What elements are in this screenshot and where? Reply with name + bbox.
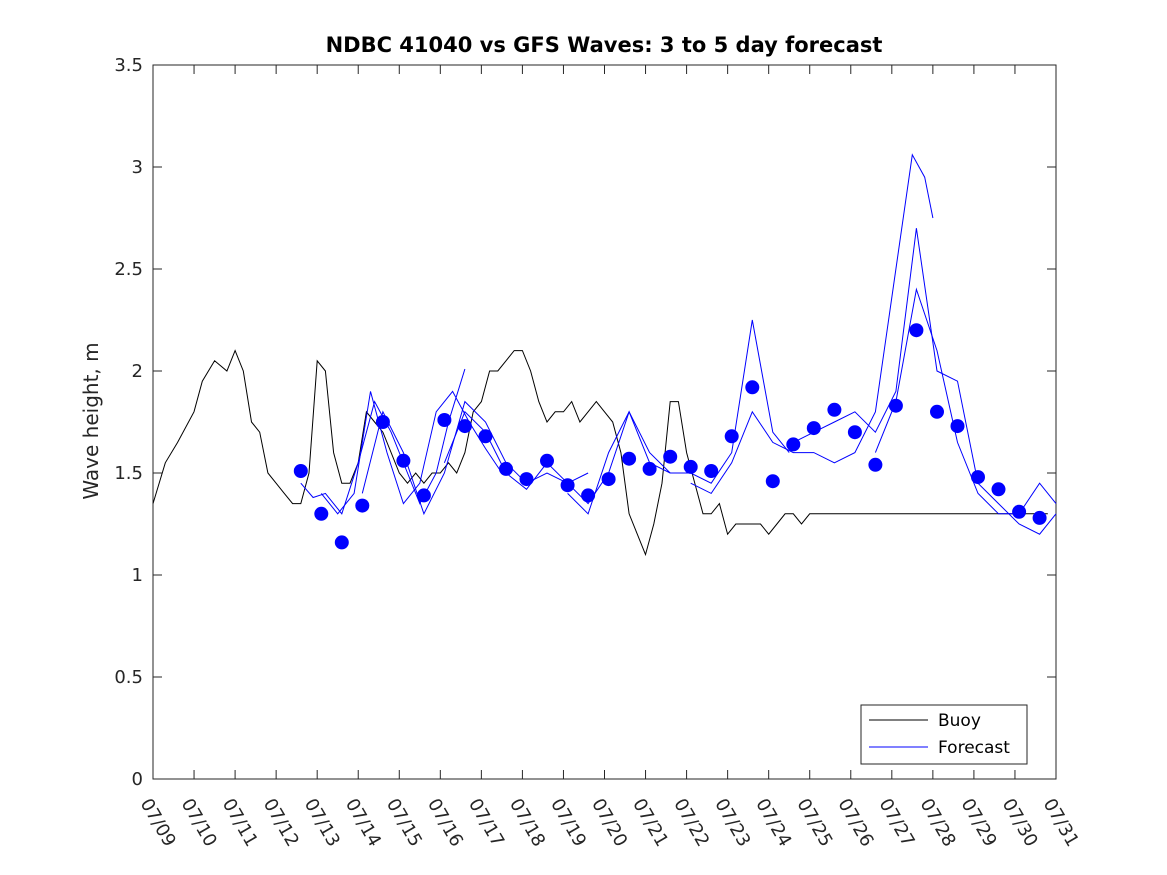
forecast-point bbox=[765, 474, 780, 489]
y-axis-label: Wave height, m bbox=[79, 342, 103, 499]
forecast-point bbox=[499, 461, 513, 476]
forecast-line bbox=[361, 400, 589, 516]
forecast-point bbox=[622, 451, 637, 466]
forecast-line bbox=[690, 153, 934, 495]
forecast-point bbox=[314, 506, 329, 521]
forecast-point bbox=[560, 478, 575, 493]
chart-title: NDBC 41040 vs GFS Waves: 3 to 5 day fore… bbox=[326, 33, 883, 57]
forecast-point bbox=[888, 398, 903, 413]
forecast-point bbox=[375, 415, 390, 429]
legend-label-buoy: Buoy bbox=[938, 711, 981, 731]
y-tick-label: 0 bbox=[132, 769, 143, 790]
forecast-point bbox=[950, 419, 965, 434]
forecast-point bbox=[806, 421, 821, 436]
forecast-point bbox=[601, 472, 616, 487]
forecast-point bbox=[457, 419, 472, 434]
forecast-point bbox=[971, 470, 985, 485]
y-tick-label: 1 bbox=[132, 565, 143, 586]
legend-label-forecast: Forecast bbox=[938, 738, 1010, 758]
forecast-point bbox=[868, 457, 883, 472]
forecast-point bbox=[334, 535, 349, 550]
forecast-point bbox=[786, 437, 801, 452]
forecast-point bbox=[355, 498, 370, 513]
forecast-point bbox=[437, 413, 452, 427]
forecast-point bbox=[683, 459, 698, 474]
forecast-point bbox=[847, 425, 862, 440]
forecast-point bbox=[416, 488, 431, 503]
y-tick-label: 3 bbox=[132, 157, 143, 178]
forecast-point bbox=[991, 482, 1006, 497]
forecast-point bbox=[909, 323, 924, 338]
forecast-point bbox=[642, 461, 657, 476]
legend-box bbox=[860, 704, 1028, 765]
forecast-line bbox=[443, 410, 671, 505]
forecast-point bbox=[519, 472, 534, 487]
forecast-point bbox=[827, 402, 842, 417]
forecast-line bbox=[874, 287, 1057, 515]
forecast-line bbox=[793, 228, 1057, 535]
forecast-point bbox=[581, 488, 596, 503]
y-tick-label: 0.5 bbox=[114, 667, 143, 688]
forecast-point bbox=[663, 449, 678, 464]
forecast-point bbox=[1032, 510, 1047, 525]
y-tick-label: 2.5 bbox=[114, 259, 143, 280]
y-tick-label: 3.5 bbox=[114, 55, 143, 76]
forecast-point bbox=[1012, 504, 1027, 519]
forecast-point bbox=[478, 429, 493, 444]
forecast-point bbox=[293, 464, 308, 478]
forecast-line bbox=[567, 319, 790, 515]
forecast-point bbox=[745, 380, 760, 395]
forecast-point bbox=[704, 464, 719, 478]
forecast-point bbox=[724, 429, 739, 444]
legend: Buoy Forecast bbox=[860, 704, 1028, 765]
y-tick-label: 2 bbox=[132, 361, 143, 382]
buoy-line bbox=[152, 349, 1048, 557]
forecast-point bbox=[540, 453, 554, 468]
forecast-point bbox=[930, 404, 944, 419]
forecast-point bbox=[396, 453, 411, 468]
y-tick-label: 1.5 bbox=[114, 463, 143, 484]
